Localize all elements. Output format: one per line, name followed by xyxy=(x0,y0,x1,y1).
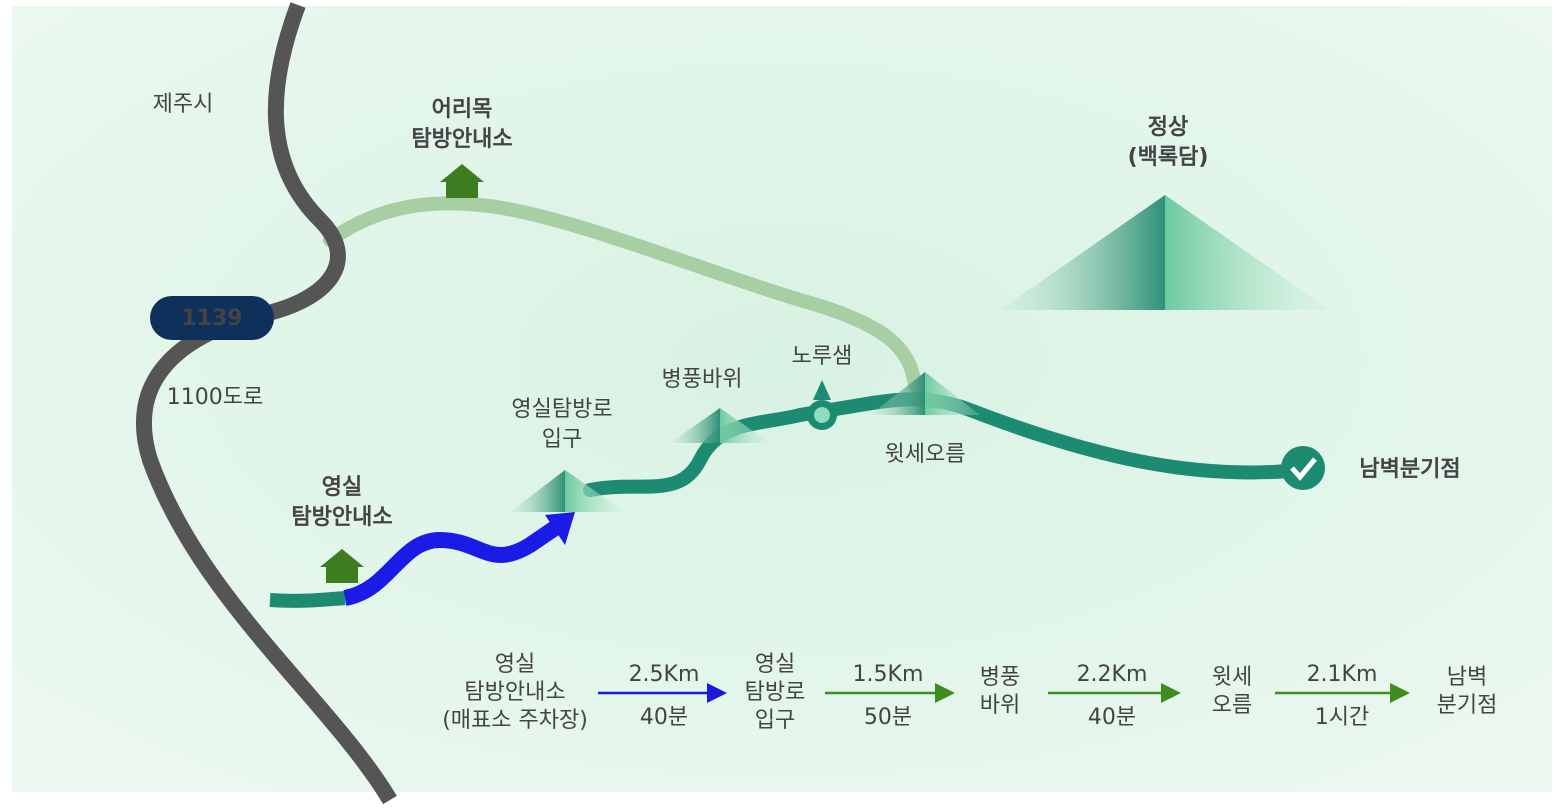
trail xyxy=(583,392,1307,497)
road-name: 1100도로 xyxy=(167,385,263,410)
leg-time: 50분 xyxy=(864,705,912,730)
house-icons xyxy=(320,164,484,583)
stop-label: 영실 xyxy=(755,652,795,677)
leg-distance: 2.2Km xyxy=(1077,662,1148,687)
stop-label: 남벽 xyxy=(1447,665,1487,690)
road-badge xyxy=(150,296,274,340)
leg-distance: 2.5Km xyxy=(629,662,700,687)
background xyxy=(12,6,1552,792)
stop-label: 윗세 xyxy=(1212,665,1252,690)
place-label: 노루샘 xyxy=(792,344,853,369)
leg-time: 40분 xyxy=(640,705,688,730)
place-label: 정상 xyxy=(1148,115,1188,140)
stop-label: 입구 xyxy=(755,708,795,733)
stop-label: 바위 xyxy=(980,693,1020,718)
place-label: 탐방안내소 xyxy=(291,505,392,530)
stop-label: 분기점 xyxy=(1437,693,1498,718)
spring-marker xyxy=(807,380,837,430)
place-label: 어리목 xyxy=(432,97,493,122)
stop-label: 병풍 xyxy=(980,665,1020,690)
place-label: 영실탐방로 xyxy=(511,397,612,422)
stop-label: 오름 xyxy=(1212,693,1252,718)
place-label: 영실 xyxy=(322,475,362,500)
stop-label: 탐방로 xyxy=(745,680,806,705)
checkpoint-icon xyxy=(1281,446,1325,490)
place-label: 남벽분기점 xyxy=(1359,457,1460,482)
trail xyxy=(269,591,346,608)
mountains xyxy=(510,195,1330,512)
stop-label: 탐방안내소 xyxy=(464,680,565,705)
leg-distance: 1.5Km xyxy=(853,662,924,687)
city-label: 제주시 xyxy=(153,92,214,117)
stop-label: 영실 xyxy=(495,652,535,677)
walked-trail xyxy=(343,521,560,606)
road-number: 1139 xyxy=(181,306,242,331)
place-label: 윗세오름 xyxy=(885,442,966,467)
place-label: 탐방안내소 xyxy=(411,127,512,152)
trail-arrow xyxy=(545,512,575,545)
place-label: 입구 xyxy=(542,427,582,452)
place-label: (백록담) xyxy=(1128,145,1209,170)
leg-time: 1시간 xyxy=(1315,705,1369,730)
leg-distance: 2.1Km xyxy=(1307,662,1378,687)
stop-label: (매표소 주차장) xyxy=(442,708,588,733)
place-label: 병풍바위 xyxy=(662,367,743,392)
leg-time: 40분 xyxy=(1088,705,1136,730)
eorimok-trail xyxy=(323,196,922,392)
